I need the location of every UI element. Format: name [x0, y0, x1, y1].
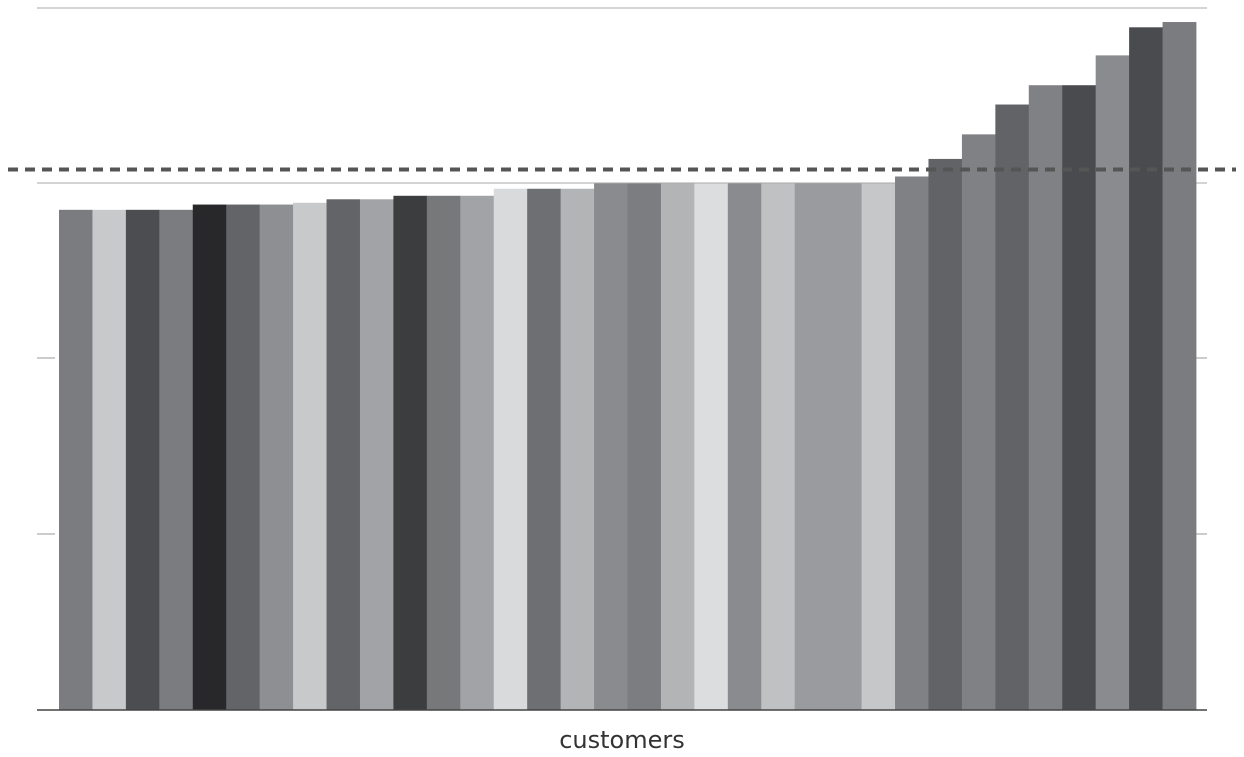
bar-6: [226, 204, 261, 710]
bar-24: [828, 183, 862, 710]
bar-32: [1095, 55, 1130, 710]
bar-27: [928, 158, 963, 710]
bar-26: [895, 176, 929, 711]
bars-group: [59, 22, 1197, 711]
bar-13: [460, 195, 495, 710]
bar-14: [493, 188, 528, 710]
bar-5: [192, 204, 227, 710]
bar-1: [59, 209, 93, 710]
bar-11: [393, 195, 428, 710]
bar-19: [660, 183, 695, 710]
x-axis-label: customers: [559, 726, 685, 754]
bar-4: [159, 209, 194, 710]
bar-3: [125, 209, 160, 710]
bar-16: [560, 188, 595, 710]
bar-2: [92, 209, 127, 710]
bar-12: [426, 195, 461, 710]
bar-21: [727, 183, 762, 710]
bar-29: [995, 104, 1030, 710]
bar-17: [594, 183, 628, 710]
bar-28: [961, 134, 996, 711]
bar-10: [359, 199, 394, 711]
bar-34: [1162, 22, 1197, 711]
bar-33: [1129, 27, 1163, 711]
bar-30: [1028, 85, 1063, 711]
bar-23: [794, 183, 829, 710]
bar-25: [861, 183, 896, 710]
bar-20: [694, 183, 729, 710]
bar-8: [293, 202, 327, 711]
bar-9: [326, 199, 361, 711]
bar-15: [527, 188, 562, 710]
bar-18: [627, 183, 662, 710]
bar-7: [259, 204, 294, 710]
bar-22: [761, 183, 796, 710]
bar-31: [1062, 85, 1097, 711]
